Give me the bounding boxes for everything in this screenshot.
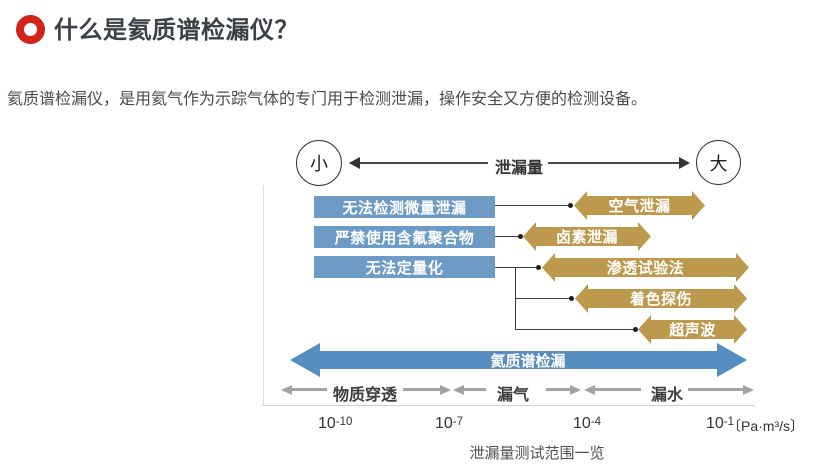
method-arrow-ultrasonic: 超声波	[638, 315, 747, 344]
measure-label: 泄漏量	[494, 160, 543, 177]
junction-dot-air-leak	[568, 203, 573, 208]
method-arrow-penetration-test: 渗透试验法	[542, 253, 749, 282]
tick-1e-7: 10-7	[435, 415, 463, 433]
connector-line-ultrasonic	[515, 329, 636, 330]
scale-max-circle: 大	[696, 140, 741, 185]
method-arrow-dye-inspection: 着色探伤	[575, 284, 747, 313]
tick-1e-4-exponent: -4	[590, 416, 602, 428]
tick-1e-10: 10-10	[318, 415, 352, 433]
junction-dot-penetration	[536, 265, 541, 270]
junction-dot-ultrasonic	[633, 327, 638, 332]
connector-line-air-leak	[495, 205, 571, 206]
helium-leak-detection-arrow: 氦质谱检漏	[290, 343, 747, 377]
tick-1e-7-base: 10	[435, 415, 453, 432]
method-arrow-halogen-leak: 卤素泄漏	[523, 222, 651, 251]
tick-unit: 〔Pa·m³/s〕	[727, 418, 804, 434]
axis-arrowhead-right-3-icon	[743, 385, 754, 395]
axis-line-1b	[403, 388, 443, 391]
axis-line-3b	[688, 388, 743, 391]
axis-label-material-penetration: 物质穿透	[332, 387, 397, 404]
axis-arrowhead-right-1-icon	[440, 385, 451, 395]
connector-line-penetration	[495, 267, 539, 268]
junction-dot-halogen	[518, 234, 523, 239]
tick-1e-1: 10-1	[706, 415, 734, 433]
tick-1e-10-base: 10	[318, 415, 336, 432]
tick-1e-7-exponent: -7	[452, 416, 464, 428]
intro-text: 氦质谱检漏仪，是用氦气作为示踪气体的专门用于检测泄漏，操作安全又方便的检测设备。	[7, 91, 648, 108]
measure-line-right	[548, 162, 679, 164]
axis-line-3a	[593, 388, 641, 391]
axis-arrowhead-right-2-icon	[570, 385, 581, 395]
scale-min-circle: 小	[296, 140, 342, 186]
axis-arrowhead-left-3-icon	[584, 385, 595, 395]
axis-arrowhead-left-1-icon	[281, 385, 292, 395]
axis-line-2a	[462, 388, 486, 391]
connector-line-halogen	[495, 236, 521, 237]
limitation-box-quantify: 无法定量化	[314, 256, 495, 278]
axis-arrowhead-left-2-icon	[453, 385, 464, 395]
section-bullet-icon	[16, 15, 45, 44]
connector-line-dye	[515, 298, 572, 299]
measure-arrowhead-right-icon	[679, 157, 690, 169]
measure-arrowhead-left-icon	[349, 157, 360, 169]
diagram-caption: 泄漏量测试范围一览	[469, 445, 605, 462]
tick-1e-4: 10-4	[573, 415, 601, 433]
tick-1e-4-base: 10	[573, 415, 591, 432]
page-title: 什么是氦质谱检漏仪？	[54, 17, 299, 44]
diagram-frame-left-line	[263, 185, 264, 405]
axis-label-water-leak: 漏水	[650, 387, 683, 404]
limitation-box-fluoropolymer: 严禁使用含氟聚合物	[314, 226, 495, 248]
junction-dot-dye	[569, 296, 574, 301]
tick-1e-1-exponent: -1	[723, 416, 735, 428]
axis-line-2b	[546, 388, 570, 391]
tick-1e-10-exponent: -10	[335, 416, 353, 428]
measure-line-left	[350, 162, 488, 164]
diagram-frame-bottom-line	[262, 405, 754, 406]
method-arrow-air-leak: 空气泄漏	[574, 191, 705, 220]
limitation-box-trace-leak: 无法检测微量泄漏	[314, 196, 495, 218]
tick-1e-1-base: 10	[706, 415, 724, 432]
axis-label-gas-leak: 漏气	[496, 387, 529, 404]
axis-line-1a	[290, 388, 327, 391]
